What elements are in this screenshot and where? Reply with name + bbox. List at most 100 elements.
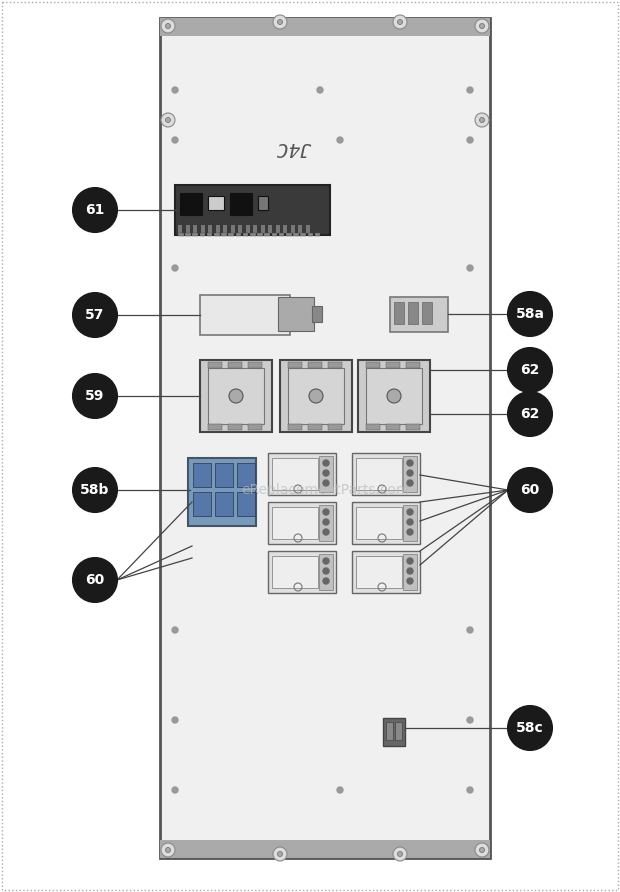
Text: eReplacementParts.com: eReplacementParts.com	[241, 483, 409, 497]
Bar	[214, 233, 219, 236]
Bar	[248, 424, 262, 430]
Circle shape	[323, 578, 329, 584]
Circle shape	[309, 389, 323, 403]
Circle shape	[407, 460, 413, 466]
Circle shape	[475, 843, 489, 857]
Bar	[160, 18, 490, 36]
Bar	[352, 551, 420, 593]
Bar	[288, 368, 344, 424]
Bar	[188, 458, 256, 526]
Circle shape	[337, 787, 343, 793]
Circle shape	[393, 15, 407, 29]
Bar	[200, 360, 272, 432]
Circle shape	[467, 265, 473, 271]
Circle shape	[172, 787, 178, 793]
Bar	[306, 225, 309, 233]
Circle shape	[407, 568, 413, 574]
Bar	[352, 453, 420, 495]
Circle shape	[166, 847, 171, 853]
Bar	[319, 554, 333, 590]
Bar	[238, 225, 242, 233]
Circle shape	[273, 15, 287, 29]
Bar	[308, 424, 322, 430]
Bar	[328, 424, 342, 430]
Circle shape	[278, 852, 283, 856]
Bar	[308, 362, 322, 368]
Bar	[390, 297, 448, 332]
Bar	[272, 507, 318, 539]
Bar	[258, 196, 268, 210]
Bar	[366, 362, 380, 368]
Bar	[315, 233, 321, 236]
Circle shape	[397, 20, 402, 24]
Bar	[246, 225, 249, 233]
Bar	[293, 233, 299, 236]
Bar	[248, 362, 262, 368]
Circle shape	[229, 389, 243, 403]
Circle shape	[475, 113, 489, 127]
Bar	[279, 233, 285, 236]
Bar	[280, 360, 352, 432]
Bar	[328, 362, 342, 368]
Bar	[272, 556, 318, 588]
Bar	[193, 463, 211, 487]
Bar	[366, 368, 422, 424]
Circle shape	[407, 519, 413, 525]
Circle shape	[407, 558, 413, 564]
Bar	[185, 233, 191, 236]
Circle shape	[407, 529, 413, 535]
Bar	[200, 233, 205, 236]
Bar	[178, 233, 184, 236]
Circle shape	[317, 87, 323, 93]
Text: 57: 57	[86, 308, 105, 322]
Bar	[272, 458, 318, 490]
Bar	[403, 505, 417, 541]
Bar	[268, 551, 336, 593]
Bar	[403, 554, 417, 590]
Circle shape	[161, 19, 175, 33]
Circle shape	[323, 480, 329, 486]
Circle shape	[479, 847, 484, 853]
Bar	[406, 424, 420, 430]
Bar	[228, 362, 242, 368]
Circle shape	[475, 19, 489, 33]
Bar	[366, 424, 380, 430]
Circle shape	[407, 578, 413, 584]
Circle shape	[323, 470, 329, 476]
Bar	[268, 225, 272, 233]
Bar	[286, 233, 291, 236]
Circle shape	[166, 118, 171, 122]
Bar	[178, 225, 182, 233]
Circle shape	[508, 392, 552, 436]
Bar	[275, 225, 280, 233]
Bar	[319, 505, 333, 541]
Circle shape	[172, 265, 178, 271]
Bar	[200, 295, 290, 335]
Circle shape	[172, 137, 178, 143]
Bar	[215, 492, 233, 516]
Bar	[395, 722, 402, 740]
Circle shape	[508, 292, 552, 336]
Circle shape	[73, 188, 117, 232]
Bar	[221, 233, 227, 236]
Bar	[185, 225, 190, 233]
Circle shape	[508, 468, 552, 512]
Bar	[272, 233, 277, 236]
Bar	[298, 225, 302, 233]
Bar	[386, 722, 393, 740]
Circle shape	[479, 23, 484, 29]
Bar	[278, 297, 314, 331]
Text: 58a: 58a	[515, 307, 544, 321]
Circle shape	[172, 717, 178, 723]
Circle shape	[508, 348, 552, 392]
Bar	[312, 306, 322, 322]
Circle shape	[323, 558, 329, 564]
Bar	[208, 424, 222, 430]
Bar	[352, 502, 420, 544]
Circle shape	[407, 480, 413, 486]
Bar	[192, 233, 198, 236]
Circle shape	[161, 113, 175, 127]
Circle shape	[467, 787, 473, 793]
Circle shape	[73, 293, 117, 337]
Circle shape	[467, 137, 473, 143]
